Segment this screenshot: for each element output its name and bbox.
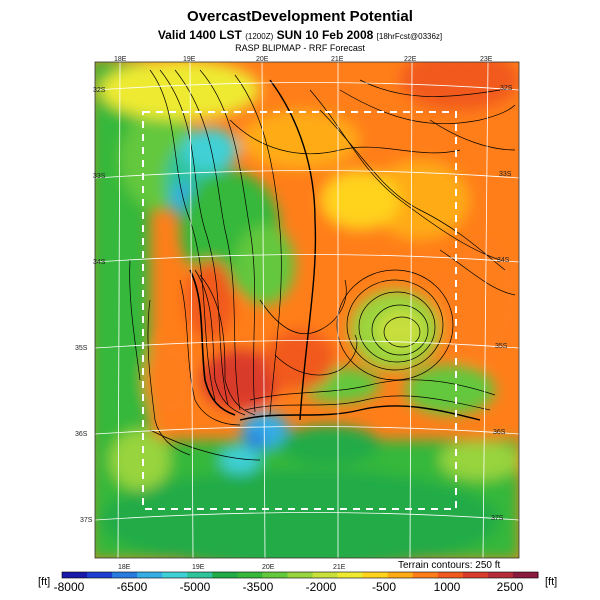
- lat-label: 35S: [495, 343, 508, 350]
- heatmap-field: [95, 62, 519, 558]
- colorbar-swatch: [362, 572, 389, 578]
- map-source: RASP BLIPMAP - RRF Forecast: [235, 43, 365, 53]
- lat-lon-grid: [95, 62, 519, 558]
- colorbar-swatch: [62, 572, 88, 578]
- colorbar-unit-left: [ft]: [38, 576, 51, 588]
- lon-label: 18E: [118, 564, 131, 571]
- colorbar-swatch: [412, 572, 439, 578]
- top-lon-labels: 18E 19E 20E 21E 22E 23E: [114, 56, 493, 63]
- lat-label: 34S: [497, 257, 510, 264]
- contour-interval-note: Terrain contours: 250 ft: [398, 560, 501, 571]
- colorbar-swatch: [87, 572, 113, 578]
- lon-label: 21E: [331, 56, 344, 63]
- colorbar-tick-label: 2500: [496, 580, 524, 594]
- lon-label: 20E: [256, 56, 269, 63]
- map-frame: [94, 61, 520, 559]
- colorbar-unit-right: [ft]: [545, 576, 558, 588]
- lat-label: 36S: [493, 429, 506, 436]
- colorbar-tick-label: -6500: [116, 580, 148, 594]
- lat-label: 36S: [75, 431, 88, 438]
- map-subtitle: Valid 1400 LST (1200Z) SUN 10 Feb 2008 […: [0, 28, 600, 42]
- lon-label: 22E: [404, 56, 417, 63]
- lat-label: 35S: [75, 345, 88, 352]
- lat-label: 32S: [500, 85, 513, 92]
- lon-label: 19E: [183, 56, 196, 63]
- lat-label: 32S: [93, 87, 106, 94]
- colorbar-swatch: [162, 572, 188, 578]
- right-lat-labels: 32S 33S 34S 35S 36S 37S: [491, 85, 513, 522]
- colorbar-swatch: [237, 572, 263, 578]
- colorbar-swatch: [312, 572, 339, 578]
- colorbar-border: [61, 571, 539, 579]
- colorbar-swatch: [512, 572, 539, 578]
- colorbar-tick-label: -3500: [242, 580, 274, 594]
- forecast-date: SUN 10 Feb 2008: [276, 28, 374, 42]
- colorbar-swatch: [212, 572, 238, 578]
- colorbar-swatch: [487, 572, 514, 578]
- lon-label: 19E: [192, 564, 205, 571]
- colorbar-tick-label: -2000: [305, 580, 337, 594]
- lon-label: 23E: [480, 56, 493, 63]
- valid-time: Valid 1400 LST: [157, 28, 242, 42]
- colorbar-tick-label: -5000: [179, 580, 211, 594]
- colorbar-tick-label: -8000: [53, 580, 85, 594]
- lon-label: 20E: [262, 564, 275, 571]
- colorbar-tick-label: -500: [371, 580, 397, 594]
- colorbar-swatch: [437, 572, 464, 578]
- colorbar-swatch: [137, 572, 163, 578]
- forecast-init: [18hrFcst@0336z]: [376, 32, 443, 41]
- lon-label: 21E: [333, 564, 346, 571]
- colorbar-swatch: [462, 572, 489, 578]
- colorbar: [61, 571, 539, 579]
- colorbar-swatch: [387, 572, 414, 578]
- lat-label: 37S: [80, 517, 93, 524]
- lat-label: 33S: [93, 173, 106, 180]
- model-domain-boundary: [142, 111, 457, 510]
- colorbar-swatch: [112, 572, 138, 578]
- colorbar-tick-label: 1000: [433, 580, 461, 594]
- lat-label: 34S: [93, 259, 106, 266]
- terrain-contours: [129, 69, 516, 461]
- map-title: OvercastDevelopment Potential: [187, 8, 413, 25]
- colorbar-swatch: [287, 572, 314, 578]
- colorbar-swatch: [187, 572, 213, 578]
- colorbar-swatch: [262, 572, 288, 578]
- lat-label: 33S: [499, 171, 512, 178]
- colorbar-swatch: [337, 572, 364, 578]
- left-lat-labels: 32S 33S 34S 35S 36S 37S: [75, 87, 106, 524]
- bottom-lon-labels: 18E 19E 20E 21E: [118, 564, 346, 571]
- lat-label: 37S: [491, 515, 504, 522]
- utc-time: (1200Z): [245, 32, 274, 41]
- lon-label: 18E: [114, 56, 127, 63]
